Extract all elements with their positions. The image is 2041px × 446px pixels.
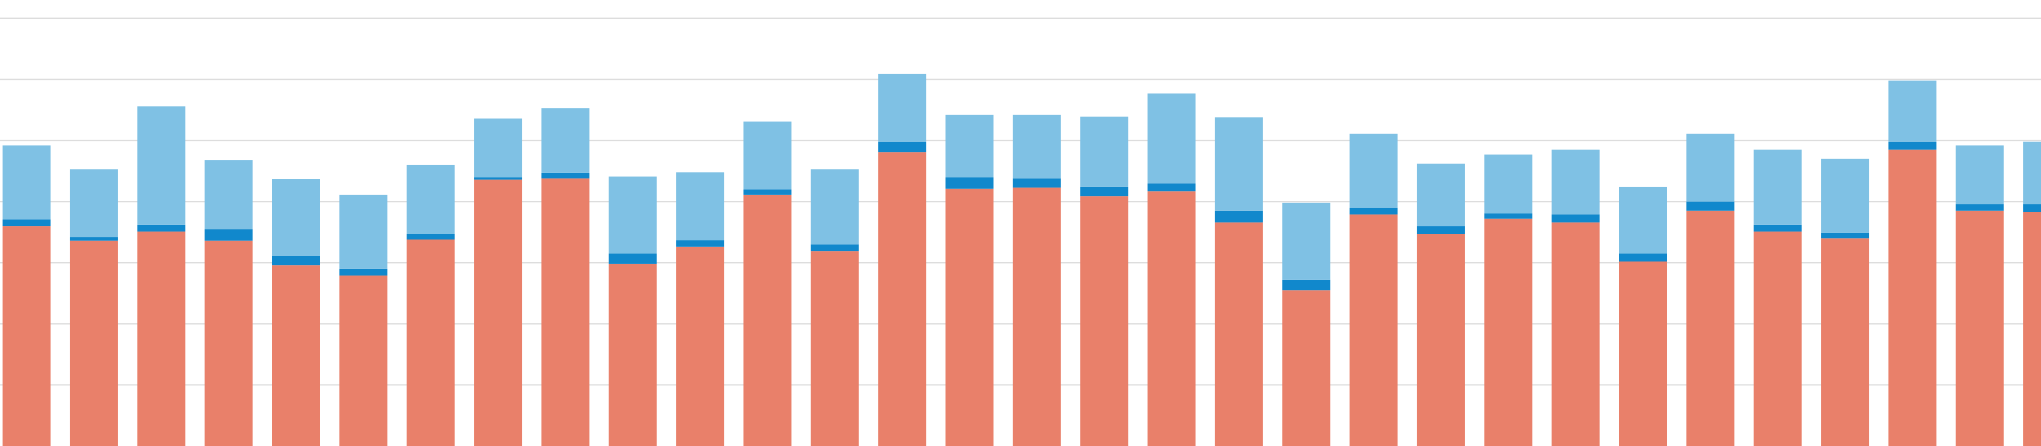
bar-segment (1888, 141, 1937, 150)
bar-segment (1012, 114, 1061, 179)
bar-segment (1619, 253, 1667, 262)
bar-segment (1821, 238, 1870, 446)
bar-segment (406, 233, 455, 240)
bar-segment (945, 177, 994, 189)
bar-segment (2023, 141, 2041, 205)
bar-segment (743, 194, 792, 446)
bar-segment (1147, 93, 1196, 184)
bar-segment (2, 226, 51, 446)
bar-segment (1147, 183, 1196, 192)
bar-segment (1955, 204, 2004, 211)
bar-segment (1686, 210, 1735, 446)
bar-segment (1551, 214, 1600, 223)
bar-segment (1416, 226, 1465, 234)
bar-segment (272, 265, 320, 446)
bar-segment (2, 219, 51, 227)
bar-segment (1080, 196, 1129, 446)
bar-segment (608, 176, 657, 254)
bar-segment (810, 169, 859, 245)
bar-segment (272, 179, 320, 256)
bar-segment (2023, 204, 2041, 213)
bar-segment (1619, 186, 1667, 254)
bar-segment (810, 244, 859, 252)
bar-segment (878, 152, 927, 446)
bar-segment (1282, 279, 1331, 291)
bar-segment (676, 240, 725, 247)
bar-segment (945, 188, 994, 446)
bar-segment (1080, 186, 1129, 197)
bar-segment (339, 268, 388, 276)
bar-segment (204, 240, 253, 446)
bar-segment (1012, 187, 1061, 446)
bar-segment (1080, 116, 1129, 187)
bar-segment (69, 169, 118, 238)
bar-segment (1821, 158, 1870, 233)
bar-segment (1888, 149, 1937, 446)
bar-segment (743, 121, 792, 190)
bar-segment (541, 172, 590, 179)
bar-segment (1416, 163, 1465, 227)
bar-segment (137, 224, 186, 232)
bar-segment (608, 263, 657, 446)
bar-segment (339, 275, 388, 446)
bar-segment (1955, 145, 2004, 205)
bar-segment (541, 178, 590, 446)
bar-segment (1214, 210, 1263, 223)
bar-segment (1551, 149, 1600, 215)
bar-segment (1147, 191, 1196, 446)
bar-segment (1282, 202, 1331, 280)
bar-segment (1349, 207, 1398, 215)
bar-segment (1551, 222, 1600, 446)
bar-segment (1484, 218, 1533, 446)
bar-segment (204, 229, 253, 241)
bar-segment (137, 106, 186, 225)
bar-segment (1753, 149, 1802, 225)
bar-segment (1349, 133, 1398, 208)
bar-segment (2023, 212, 2041, 446)
bar-segment (1484, 213, 1533, 219)
bar-segment (1821, 232, 1870, 239)
bar-segment (1888, 80, 1937, 142)
bar-segment (406, 239, 455, 446)
bar-segment (1753, 231, 1802, 446)
bar-segment (474, 118, 523, 178)
bar-segment (474, 179, 523, 446)
bar-segment (1012, 178, 1061, 188)
bar-segment (204, 160, 253, 230)
bar-segment (810, 251, 859, 446)
bar-segment (676, 172, 725, 241)
bar-segment (69, 240, 118, 446)
bar-segment (137, 231, 186, 446)
bar-segment (1484, 154, 1533, 214)
bar-segment (272, 255, 320, 266)
bar-segment (945, 114, 994, 178)
bar-segment (2, 145, 51, 220)
bar-segment (1619, 261, 1667, 446)
bar-segment (676, 246, 725, 446)
bar-segment (406, 164, 455, 234)
bar-segment (1753, 224, 1802, 232)
bar-segment (1686, 201, 1735, 211)
bar-segment (1686, 133, 1735, 202)
bar-segment (69, 237, 118, 241)
bar-segment (1214, 117, 1263, 211)
bar-segment (1282, 290, 1331, 446)
bar-segment (1416, 233, 1465, 446)
bar-segment (608, 253, 657, 264)
bar-segment (1214, 222, 1263, 446)
bar-segment (474, 177, 523, 180)
bar-segment (878, 141, 927, 153)
bar-segment (1349, 214, 1398, 446)
bar-segment (1955, 210, 2004, 446)
bar-segment (541, 108, 590, 173)
bar-segment (743, 189, 792, 195)
bar-segment (878, 73, 927, 142)
bar-segment (339, 194, 388, 269)
